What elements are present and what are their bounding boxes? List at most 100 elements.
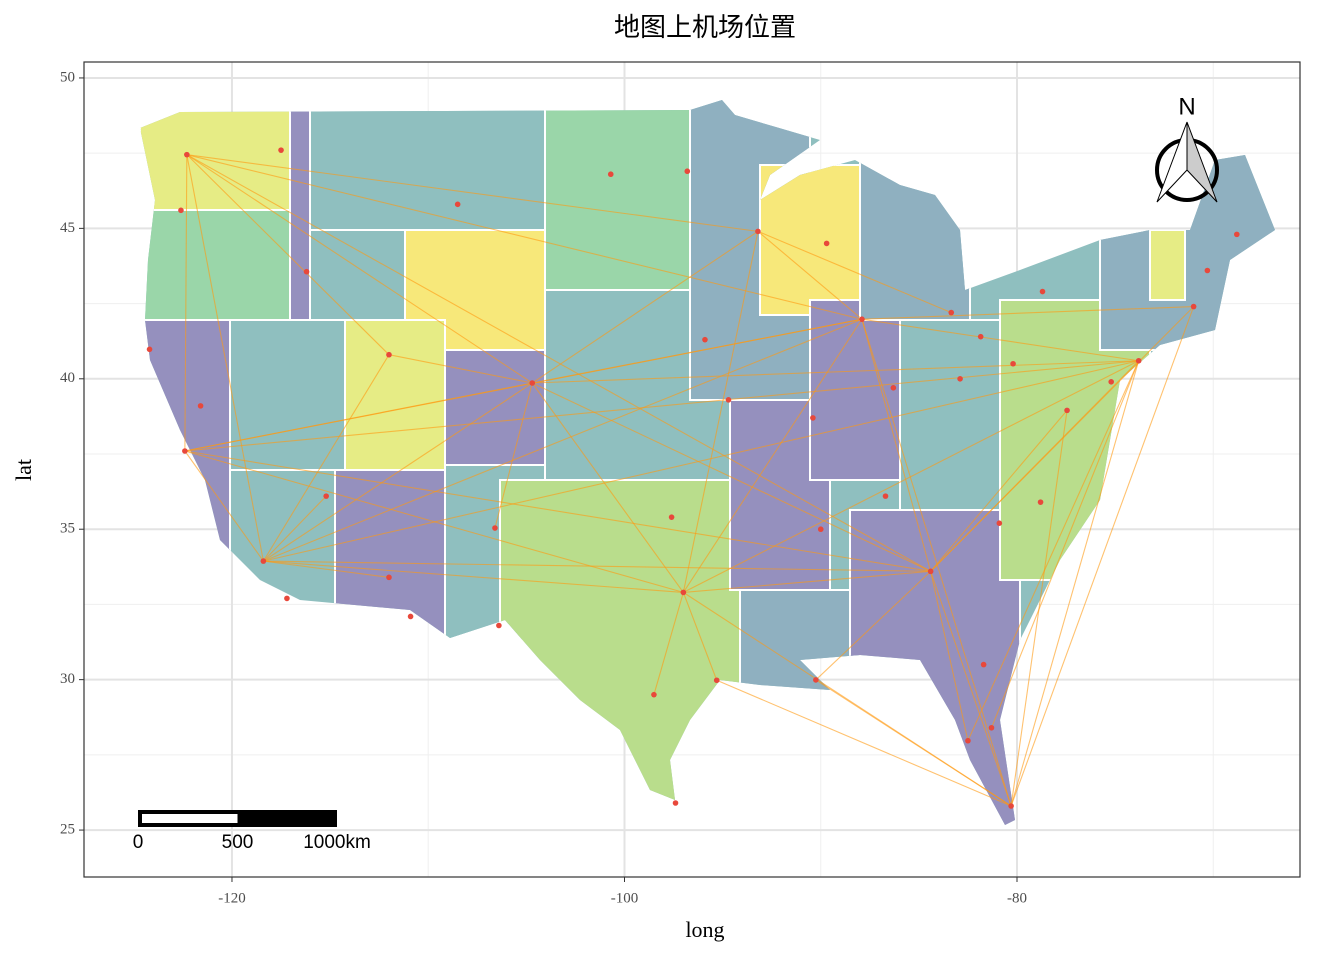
route [757,230,863,320]
route [184,382,533,452]
x-tick-label: -100 [611,890,639,906]
route [967,360,1140,741]
airport [948,309,955,316]
route [184,360,1139,452]
route [263,360,1139,562]
route [263,560,390,578]
route [263,560,931,572]
airport [965,737,971,744]
airport [980,661,987,668]
y-tick-label: 50 [60,69,75,85]
route [532,360,1139,384]
route [262,354,390,562]
route [653,592,684,695]
airport [755,228,761,235]
route [682,318,863,593]
route [930,410,1068,572]
route [263,560,684,593]
airport [197,403,204,409]
airport [529,380,536,386]
axes: -120 -100 -80 25 30 35 40 45 50 [60,69,1027,906]
scale-bar-label: 500 [222,832,254,853]
route [682,592,718,681]
airport [927,568,934,575]
route [757,230,952,314]
scale-bar-label: 1000km [303,832,371,853]
route [861,319,932,572]
airport [284,595,290,602]
airport [278,147,284,153]
airport [1037,499,1044,505]
route [532,382,931,572]
airport [182,448,188,454]
route [815,679,1012,807]
route [815,570,932,681]
y-tick-label: 30 [60,671,75,687]
route [388,354,533,384]
airport [1108,379,1115,385]
x-axis-title: long [685,917,724,942]
airport [492,525,498,531]
airport [146,346,153,353]
route [494,382,533,529]
route [184,450,931,572]
route [184,154,188,452]
route [186,154,759,232]
airport [680,589,687,596]
route [186,154,390,356]
route [990,360,1140,728]
airport [651,691,657,698]
route [930,306,1195,572]
airport [303,268,310,275]
x-tick-label: -80 [1007,890,1027,906]
airport [684,168,691,175]
airport [323,493,329,499]
airport [184,151,190,158]
route [930,571,1012,807]
airport [817,526,824,533]
airport [1204,267,1211,274]
route [682,231,759,593]
scale-bar-label: 0 [133,832,144,853]
airport [1135,357,1142,364]
route [263,318,863,562]
route [683,360,1139,593]
airport [407,613,414,620]
airport [713,677,720,684]
scale-bar-segment [142,814,238,823]
route [531,382,684,593]
airport [882,493,889,499]
airport [668,514,675,520]
airport [957,375,963,382]
scale-bar: 0 500 1000km [133,810,371,853]
route [532,318,863,384]
airport [810,415,816,421]
route [186,154,931,572]
airport [386,351,392,358]
y-tick-label: 40 [60,370,75,386]
y-tick-label: 45 [60,220,75,236]
airport [996,520,1003,527]
north-label: N [1178,93,1195,120]
airport [1039,288,1046,295]
marks [146,147,1240,809]
airport [1064,407,1070,414]
airport [386,574,392,581]
route [263,382,533,562]
airport [178,207,184,214]
airport [672,800,679,806]
route [262,495,327,562]
y-tick-label: 35 [60,521,75,537]
airport [702,336,708,343]
airport [725,397,732,403]
airport [1008,803,1014,809]
x-tick-label: -120 [218,890,246,906]
panel-border [83,61,1301,878]
airport [859,316,865,323]
airport [813,677,819,683]
y-tick-label: 25 [60,822,75,838]
route [1010,306,1195,807]
airport [607,171,614,178]
airport [260,558,267,564]
